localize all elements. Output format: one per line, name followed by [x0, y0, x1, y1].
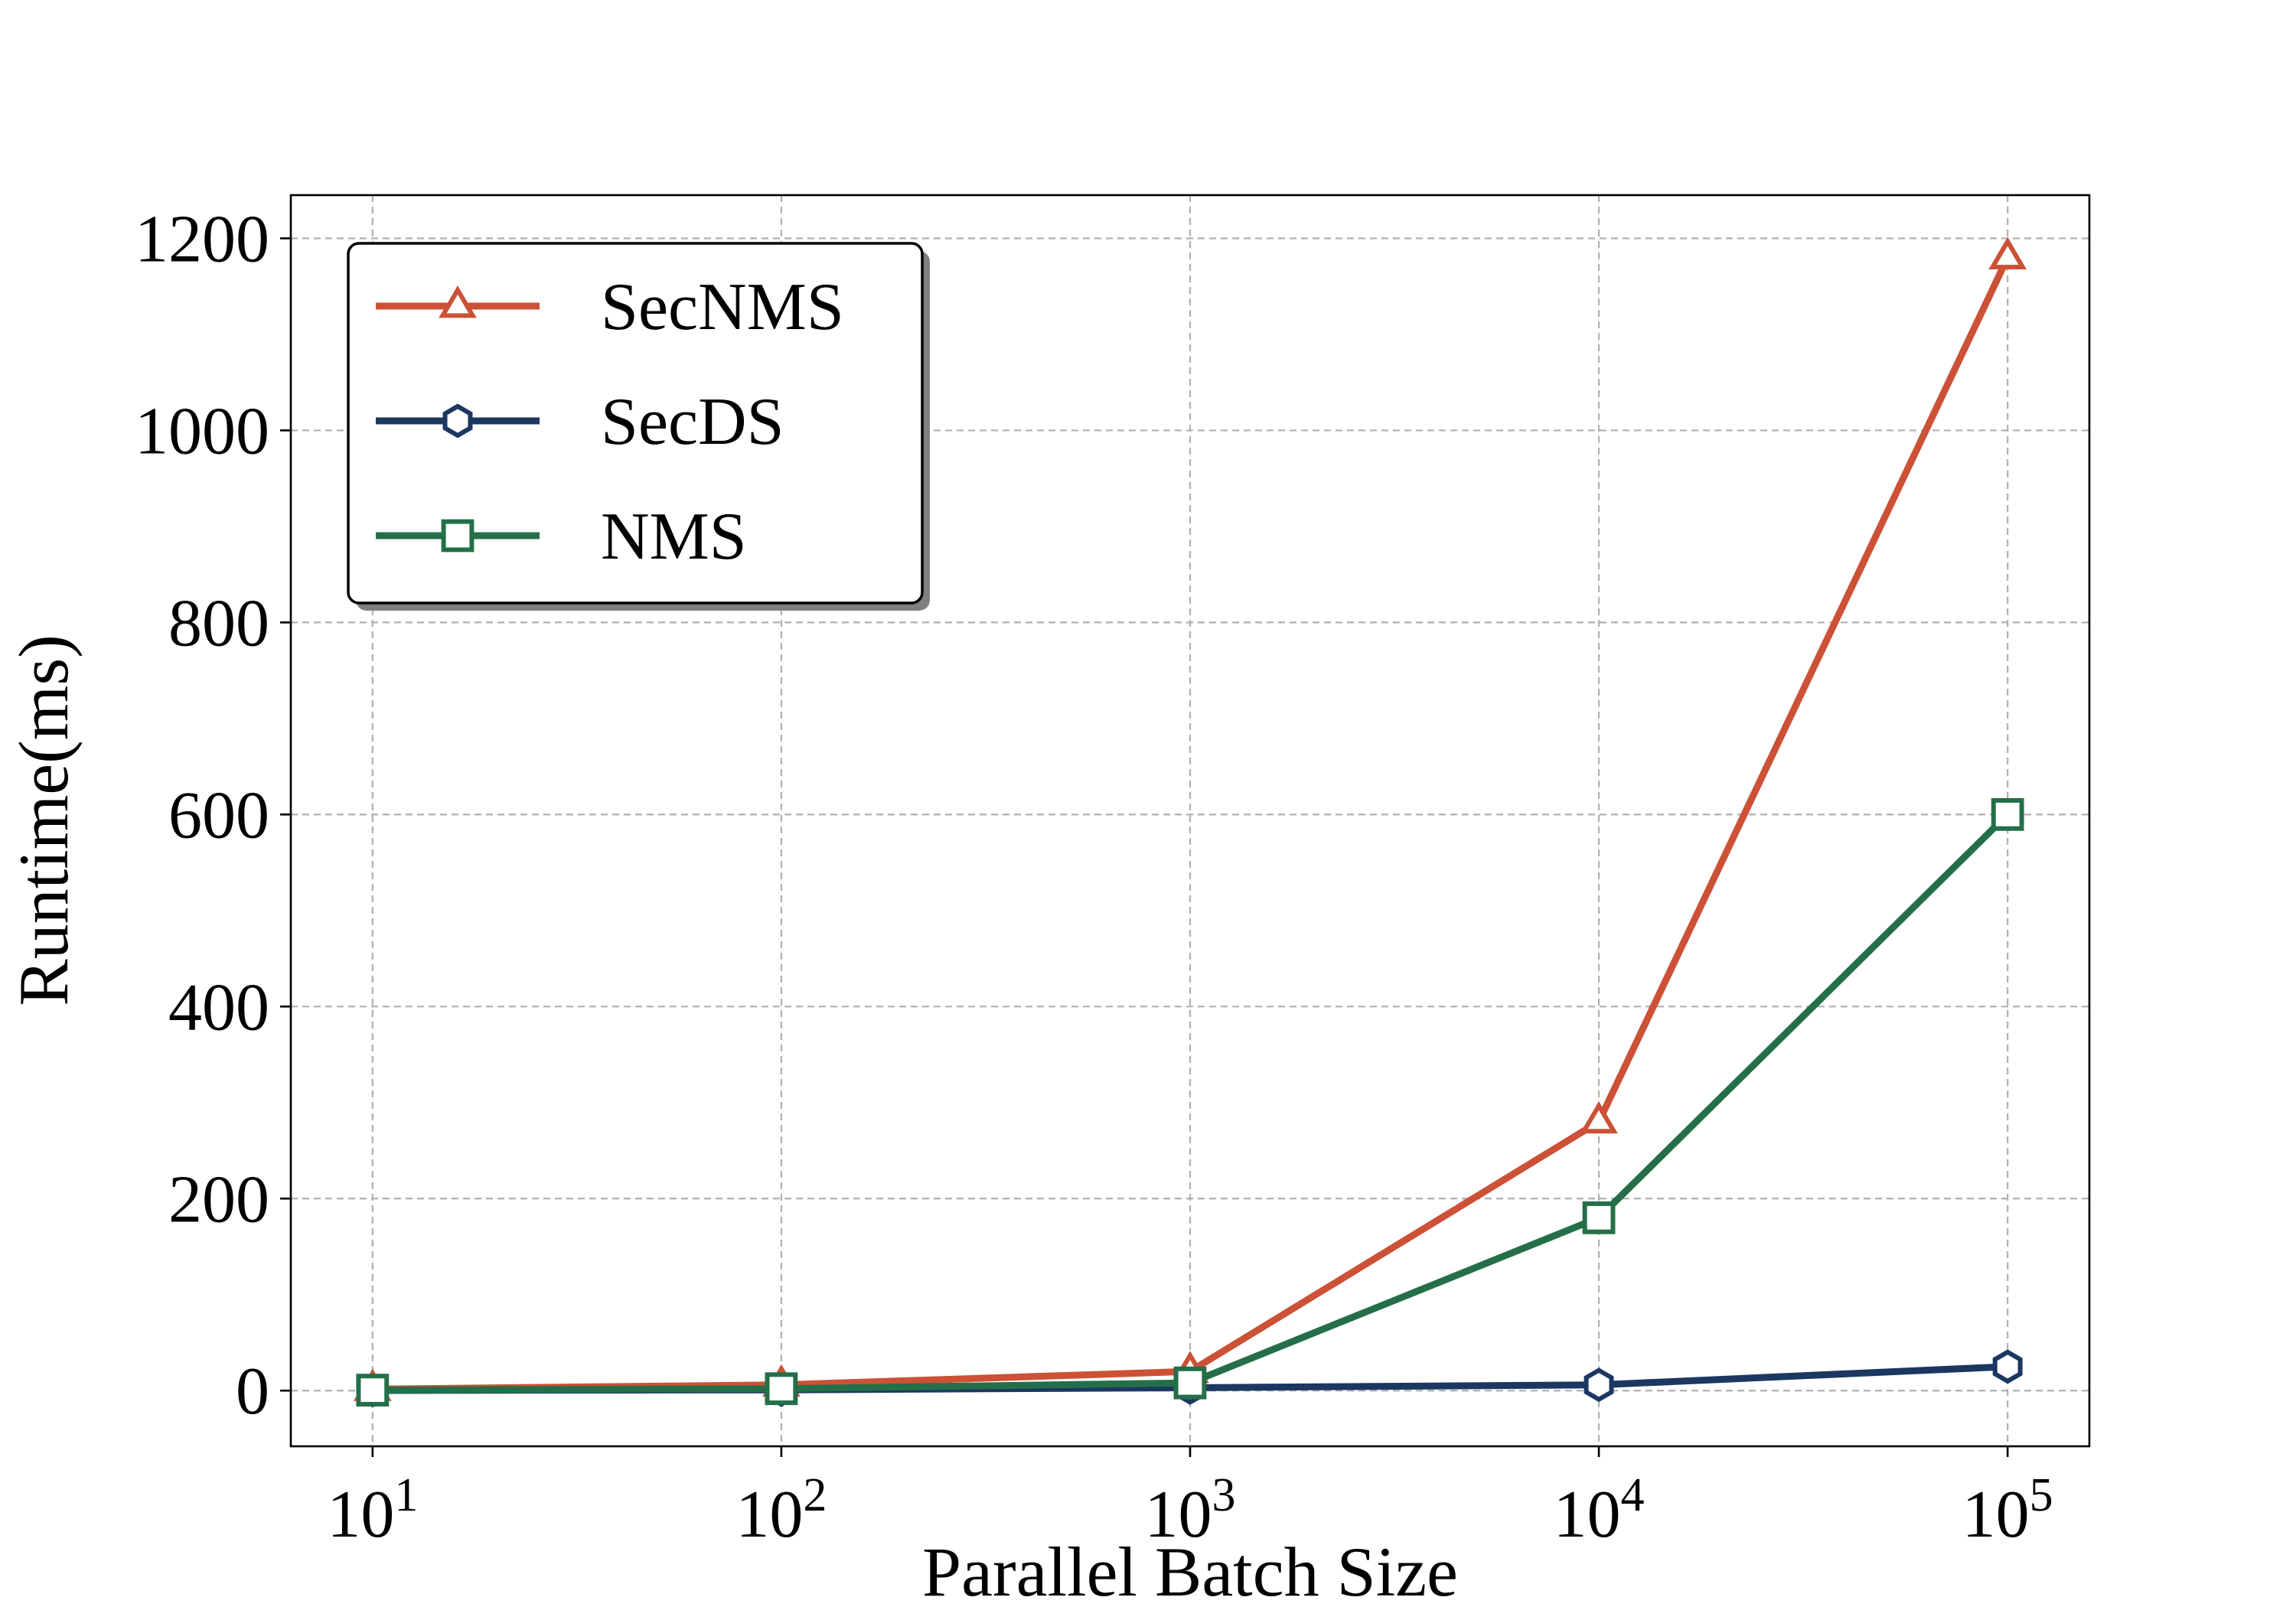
series-layer — [353, 236, 2027, 1408]
legend-item-secnms: SecNMS — [376, 270, 844, 344]
legend-label: SecNMS — [601, 270, 844, 344]
x-tick-label: 105 — [1962, 1469, 2053, 1552]
triangle-marker — [1988, 236, 2027, 269]
series-nms — [356, 797, 2024, 1407]
y-tick-label: 1000 — [135, 394, 269, 468]
legend-item-secds: SecDS — [376, 385, 784, 459]
square-marker — [441, 519, 475, 553]
x-tick-label: 104 — [1554, 1469, 1645, 1552]
x-axis-title: Parallel Batch Size — [922, 1533, 1458, 1607]
hexagon-marker — [1583, 1367, 1614, 1403]
square-marker — [765, 1372, 798, 1406]
y-tick-label: 600 — [168, 778, 269, 852]
x-tick-label: 103 — [1145, 1469, 1236, 1552]
square-marker — [1173, 1366, 1207, 1400]
ticks-layer: 0 200 400 600 800 1000 1200 101 102 103 104 105 — [135, 202, 2053, 1552]
y-tick-label: 1200 — [135, 202, 269, 276]
square-marker — [356, 1374, 390, 1407]
legend-label: SecDS — [601, 385, 784, 459]
legend-box — [347, 242, 924, 605]
legend-label: NMS — [601, 500, 747, 574]
hexagon-marker — [1992, 1349, 2023, 1384]
legend: SecNMS SecDS NMS — [347, 242, 930, 611]
y-tick-label: 400 — [168, 970, 269, 1045]
y-tick-label: 0 — [236, 1354, 269, 1429]
triangle-marker — [439, 285, 477, 318]
square-marker — [1991, 797, 2024, 831]
x-tick-label: 102 — [735, 1469, 827, 1552]
y-tick-label: 800 — [168, 586, 269, 660]
hexagon-marker — [442, 403, 473, 438]
square-marker — [1582, 1201, 1616, 1234]
y-axis-title: Runtime(ms) — [5, 634, 83, 1006]
y-tick-label: 200 — [168, 1162, 269, 1237]
triangle-marker — [1580, 1100, 1618, 1134]
x-tick-label: 101 — [327, 1469, 418, 1552]
legend-item-nms: NMS — [376, 500, 747, 574]
